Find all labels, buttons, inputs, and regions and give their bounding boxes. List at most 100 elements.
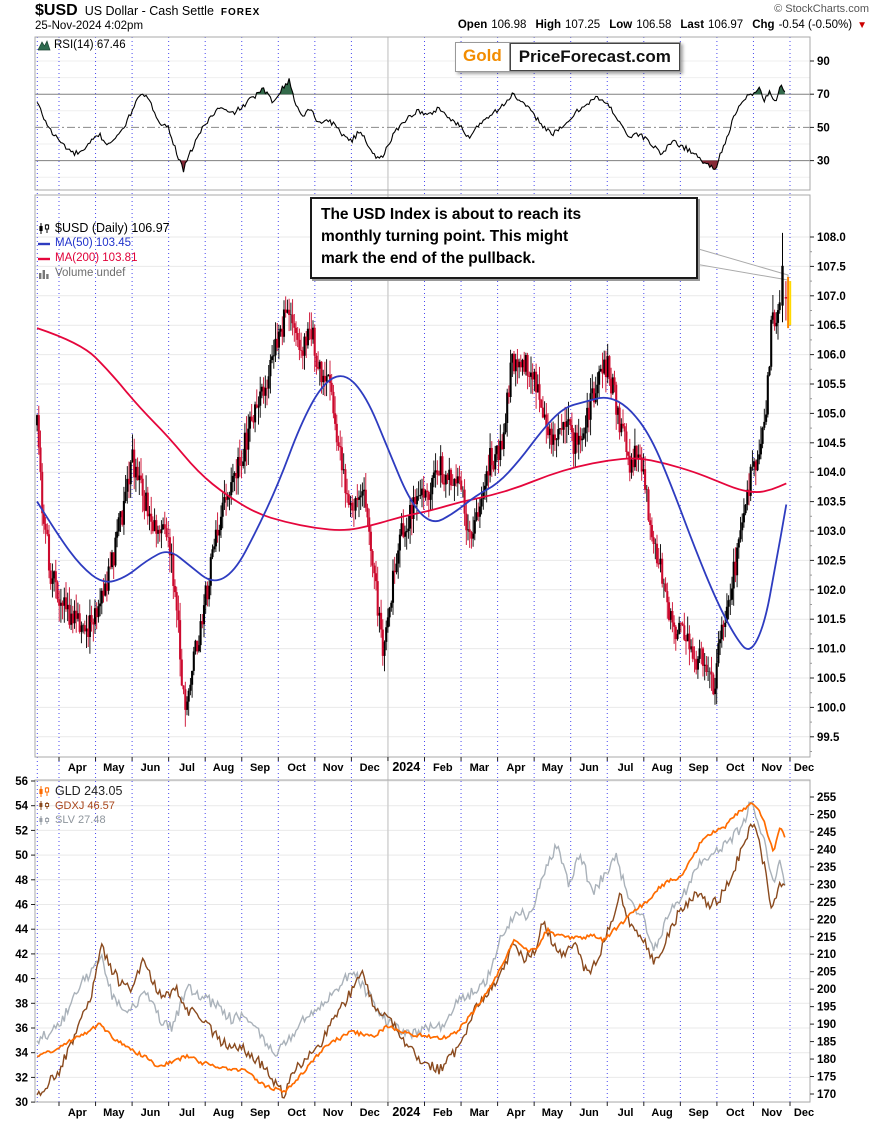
gdxj-axis-tick-label: 44 — [15, 924, 28, 936]
month-axis-label: Jun — [141, 1107, 161, 1119]
annotation-line: The USD Index is about to reach its — [321, 206, 582, 223]
legend-gdxj-row: GDXJ 46.57 — [38, 799, 122, 814]
price-axis-tick-label: 106.5 — [817, 320, 846, 332]
gdxj-axis-tick-label: 56 — [15, 776, 28, 788]
lower-panel — [36, 800, 786, 1099]
gld-axis-tick-label: 240 — [817, 844, 836, 856]
last-value: 106.97 — [708, 19, 744, 31]
price-panel — [36, 232, 792, 727]
legend-slv-row: SLV 27.48 — [38, 813, 122, 828]
stockcharts-copyright-link[interactable]: © StockCharts.com — [774, 3, 869, 15]
month-axis-label: Jul — [179, 1107, 195, 1119]
month-axis-label: Mar — [470, 1107, 490, 1119]
month-axis-label: Aug — [213, 1107, 234, 1119]
rsi-legend-label: RSI(14) 67.46 — [54, 39, 126, 51]
gld-axis-tick-label: 250 — [817, 809, 836, 821]
candlestick-icon — [39, 223, 50, 234]
rsi-axis-tick-label: 50 — [817, 122, 830, 134]
rsi-axis-tick-label: 70 — [817, 89, 830, 101]
ma50-line — [36, 375, 788, 650]
goldpriceforecast-logo[interactable]: Gold PriceForecast.com — [455, 42, 681, 72]
price-axis-tick-label: 99.5 — [817, 732, 840, 744]
gld-line — [37, 802, 786, 1094]
month-axis-label: Apr — [506, 1107, 526, 1119]
month-axis-label: May — [542, 762, 564, 774]
price-axis-tick-label: 101.5 — [817, 614, 846, 626]
grid-lines — [35, 37, 810, 1103]
rsi-panel — [35, 78, 810, 173]
legend-gld-label: GLD 243.05 — [55, 784, 123, 798]
down-candle-bodies — [37, 309, 776, 710]
gld-axis-tick-label: 190 — [817, 1019, 836, 1031]
month-axis-label: Jul — [179, 762, 195, 774]
month-axis-label: Oct — [726, 762, 745, 774]
month-axis-label: Sep — [250, 762, 270, 774]
gld-axis-tick-label: 185 — [817, 1037, 837, 1049]
legend-gld-row: GLD 243.05 — [38, 784, 122, 799]
month-axis-label: Apr — [506, 762, 526, 774]
gld-axis-tick-label: 175 — [817, 1072, 837, 1084]
price-axis-tick-label: 104.0 — [817, 467, 846, 479]
chart-datetime: 25-Nov-2024 4:02pm — [35, 20, 144, 32]
chg-value: -0.54 (-0.50%) — [778, 19, 853, 31]
month-axis-label: Dec — [794, 1107, 814, 1119]
gld-axis-tick-label: 215 — [817, 932, 837, 944]
gld-axis-tick-label: 170 — [817, 1089, 836, 1101]
open-value: 106.98 — [491, 19, 527, 31]
annotation-line: monthly turning point. This might — [321, 228, 569, 245]
gdxj-axis-tick-label: 52 — [15, 825, 28, 837]
quote-strip: Open 106.98 High 107.25 Low 106.58 Last … — [458, 19, 867, 31]
chart-header: $USD US Dollar - Cash Settle FOREX — [35, 2, 260, 20]
gld-axis-tick-label: 235 — [817, 862, 837, 874]
ma200-line — [36, 327, 787, 531]
legend-ma200-row: MA(200) 103.81 — [38, 251, 170, 266]
legend-ma50-label: MA(50) 103.45 — [55, 237, 132, 249]
legend-volume-row: Volume undef — [38, 266, 170, 281]
month-axis-label: Oct — [287, 1107, 306, 1119]
price-axis-tick-label: 104.5 — [817, 438, 846, 450]
logo-priceforecast-text: PriceForecast.com — [509, 43, 680, 71]
legend-usd-label: $USD (Daily) 106.97 — [55, 221, 170, 235]
gld-axis-tick-label: 210 — [817, 949, 836, 961]
price-axis-tick-label: 102.0 — [817, 585, 846, 597]
low-value: 106.58 — [636, 19, 672, 31]
gdxj-candlestick-icon — [39, 801, 50, 811]
month-axis-label: Nov — [761, 762, 783, 774]
month-axis-label: Sep — [250, 1107, 270, 1119]
gdxj-axis-tick-label: 38 — [15, 998, 28, 1010]
gdxj-axis-tick-label: 48 — [15, 875, 28, 887]
month-axis-label: Dec — [360, 762, 380, 774]
gdxj-axis-tick-label: 30 — [15, 1097, 28, 1109]
rsi-legend: RSI(14) 67.46 — [38, 39, 126, 51]
gdxj-axis-tick-label: 54 — [15, 801, 28, 813]
month-axis-label: Aug — [651, 1107, 672, 1119]
month-axis-label: Aug — [213, 762, 234, 774]
symbol-title: $USD — [35, 2, 78, 19]
gdxj-axis-tick-label: 32 — [15, 1072, 28, 1084]
gld-axis-tick-label: 255 — [817, 792, 837, 804]
volume-bars-icon — [39, 270, 49, 279]
legend-ma50-row: MA(50) 103.45 — [38, 236, 170, 251]
gdxj-axis-tick-label: 46 — [15, 900, 28, 912]
month-axis-label: Jul — [618, 1107, 634, 1119]
month-axis-label: Sep — [689, 1107, 709, 1119]
price-panel-legend: $USD (Daily) 106.97 MA(50) 103.45 MA(200… — [38, 221, 170, 281]
price-axis-tick-label: 101.0 — [817, 644, 846, 656]
gdxj-axis-tick-label: 50 — [15, 850, 28, 862]
price-axis-tick-label: 103.0 — [817, 526, 846, 538]
up-candle-bodies — [36, 302, 781, 710]
rsi-axis-tick-label: 90 — [817, 56, 830, 68]
gld-axis-tick-label: 225 — [817, 897, 837, 909]
x-axis: Apr Apr May May Jun Jun Jul Jul Aug Aug Sep Sep Oct O… — [58, 757, 814, 1119]
gld-candlestick-icon — [39, 785, 50, 797]
rsi-overbought-fill — [37, 78, 785, 95]
month-axis-label: May — [103, 762, 125, 774]
gld-axis-tick-label: 245 — [817, 827, 837, 839]
price-axis-tick-label: 105.5 — [817, 379, 846, 391]
price-axis-tick-label: 108.0 — [817, 232, 846, 244]
month-axis-label: Nov — [323, 762, 345, 774]
month-axis-label: Oct — [726, 1107, 745, 1119]
gld-axis-tick-label: 200 — [817, 984, 836, 996]
